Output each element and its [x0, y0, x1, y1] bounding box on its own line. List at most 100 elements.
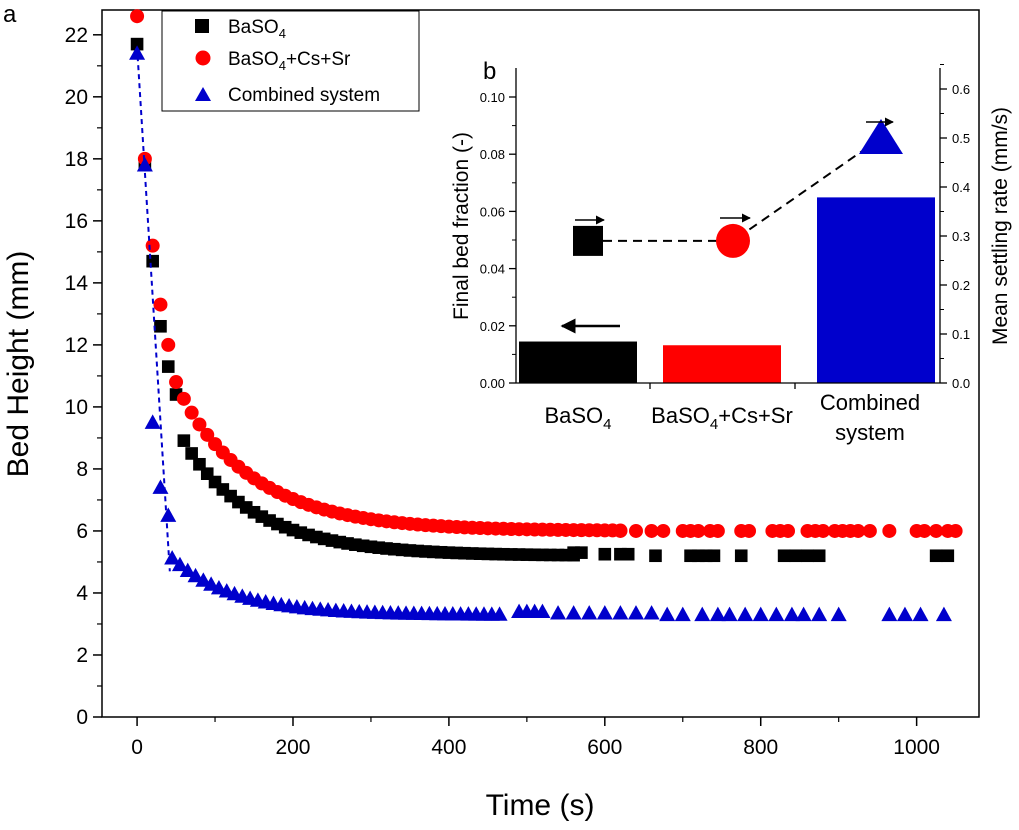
y-tick-label: 8	[76, 458, 88, 481]
rate-connector-line	[588, 137, 882, 242]
series-square	[130, 37, 955, 563]
category-label-baso4-cs-sr: BaSO4+Cs+Sr	[651, 403, 793, 433]
data-point	[152, 479, 169, 494]
data-point	[171, 556, 188, 572]
left-tick-label: 0.06	[480, 204, 505, 219]
y-tick-label: 2	[76, 644, 88, 667]
inset-plot: 0.00 0.02 0.04 0.06 0.08 0.10 0.0 0.1 0.2 0.3 0.4…	[450, 58, 1012, 445]
right-tick-label: 0.0	[952, 376, 970, 391]
data-point	[737, 606, 754, 622]
x-tick-label: 200	[275, 736, 310, 759]
bar	[519, 341, 637, 383]
y-tick-label: 12	[65, 334, 88, 357]
legend: BaSO4 BaSO4+Cs+Sr Combined system	[161, 10, 420, 112]
data-point	[917, 523, 932, 538]
data-point	[656, 523, 671, 538]
main-x-axis-title: Time (s)	[486, 789, 595, 822]
data-point	[801, 549, 814, 563]
data-point	[721, 606, 738, 622]
inset-x-axis	[649, 383, 796, 389]
data-point	[565, 605, 582, 620]
left-tick-label: 0.00	[480, 376, 505, 391]
y-tick-label: 0	[76, 706, 88, 729]
main-x-axis: 0 200 400 600 800 1000	[131, 717, 940, 759]
left-tick-label: 0.02	[480, 319, 505, 334]
data-point	[830, 606, 847, 622]
data-point	[707, 549, 721, 563]
y-tick-label: 20	[65, 86, 88, 109]
data-point	[929, 523, 944, 538]
data-point	[179, 562, 196, 578]
x-tick-label: 600	[587, 736, 622, 759]
data-point	[694, 606, 711, 622]
data-point	[621, 547, 635, 561]
y-tick-label: 10	[65, 396, 88, 419]
inset-left-axis: 0.00 0.02 0.04 0.06 0.08 0.10	[480, 90, 516, 391]
data-point	[161, 360, 175, 373]
data-point	[710, 523, 725, 538]
data-point	[534, 603, 551, 618]
inset-right-axis: 0.0 0.1 0.2 0.3 0.4 0.5 0.6	[940, 64, 970, 391]
data-point	[742, 523, 757, 538]
data-point	[812, 549, 826, 563]
category-label-combined: Combined	[820, 390, 920, 415]
data-point	[491, 606, 508, 621]
data-point	[177, 434, 191, 447]
rate-marker	[859, 119, 903, 154]
category-label-system: system	[835, 420, 905, 445]
panel-label-a: a	[3, 1, 17, 28]
inset-bars	[519, 197, 935, 383]
data-point	[851, 523, 866, 538]
data-point	[154, 319, 167, 333]
category-label-baso4: BaSO4	[544, 403, 611, 433]
left-tick-label: 0.08	[480, 147, 505, 162]
fit-line	[136, 47, 171, 572]
right-tick-label: 0.1	[952, 327, 970, 342]
data-point	[929, 549, 943, 563]
data-point	[169, 375, 184, 390]
data-point	[881, 606, 898, 622]
data-point	[691, 523, 706, 538]
left-tick-label: 0.04	[480, 262, 505, 277]
data-point	[613, 523, 628, 538]
data-point	[161, 337, 176, 352]
data-point	[129, 45, 146, 60]
data-point	[896, 606, 913, 622]
left-tick-label: 0.10	[480, 90, 505, 105]
data-point	[628, 523, 643, 538]
data-point	[598, 547, 612, 561]
series-circle	[130, 9, 963, 538]
data-point	[596, 605, 613, 620]
right-tick-label: 0.2	[952, 278, 970, 293]
y-tick-label: 4	[76, 582, 88, 605]
data-point	[130, 9, 145, 24]
right-tick-label: 0.5	[952, 131, 970, 146]
data-point	[948, 523, 963, 538]
main-y-axis-title: Bed Height (mm)	[2, 251, 35, 478]
data-point	[795, 606, 812, 622]
data-point	[160, 507, 177, 522]
bar	[663, 345, 781, 383]
rate-marker	[716, 223, 750, 258]
main-plot: 0 200 400 600 800 1000 0 2 4 6 8 10 12 14 16 18 20 22 Ti…	[2, 1, 980, 822]
rate-marker	[573, 225, 603, 256]
data-point	[811, 606, 828, 622]
data-point	[643, 605, 660, 620]
inset-left-axis-title: Final bed fraction (-)	[450, 132, 473, 320]
data-point	[734, 549, 748, 563]
data-point	[777, 549, 791, 563]
data-point	[816, 523, 831, 538]
data-point	[581, 605, 598, 620]
right-tick-label: 0.3	[952, 229, 970, 244]
data-point	[783, 606, 800, 622]
data-point	[550, 605, 567, 620]
data-point	[146, 254, 159, 268]
data-point	[768, 606, 785, 622]
data-point	[145, 238, 160, 253]
data-point	[659, 606, 676, 622]
data-point	[674, 606, 691, 622]
data-point	[153, 297, 168, 312]
right-tick-label: 0.6	[952, 82, 970, 97]
x-tick-label: 1000	[893, 736, 940, 759]
